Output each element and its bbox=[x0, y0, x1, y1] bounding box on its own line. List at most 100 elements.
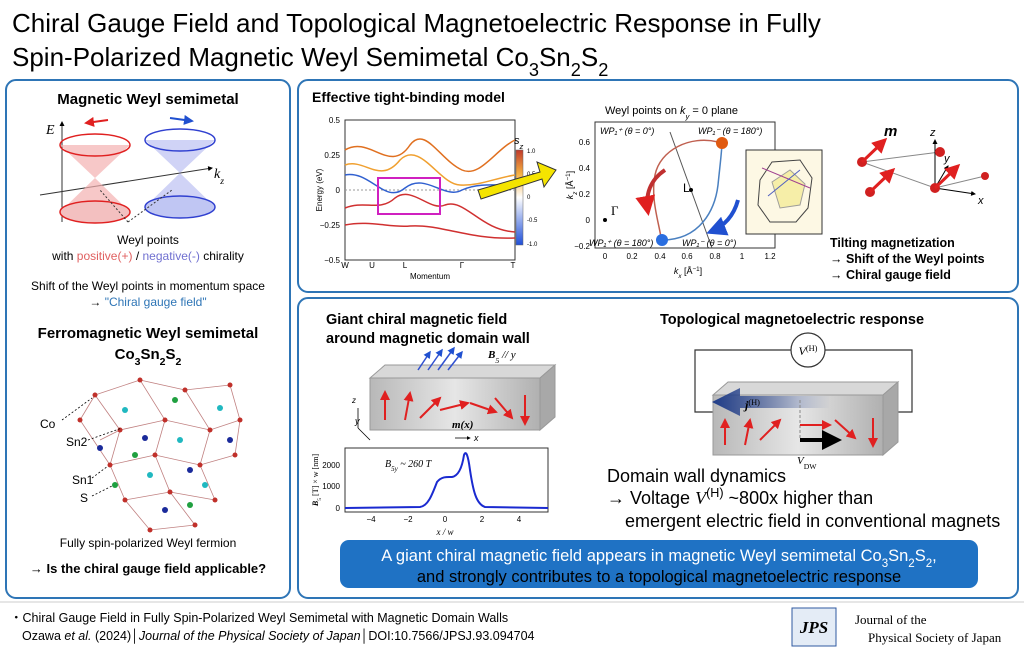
figure-rect bbox=[369, 377, 541, 431]
y-tick-label: 0 bbox=[336, 504, 341, 513]
figure-line bbox=[868, 167, 896, 194]
figure-circle bbox=[237, 417, 243, 423]
figure-g bbox=[77, 377, 243, 533]
text-part: = 0 plane bbox=[689, 105, 738, 117]
figure-g bbox=[380, 390, 530, 426]
y-tick-label: 0.6 bbox=[579, 138, 591, 147]
figure-circle bbox=[656, 234, 668, 246]
figure-line bbox=[767, 169, 801, 197]
figure-circle bbox=[107, 462, 113, 468]
figure-circle bbox=[603, 218, 607, 222]
figure-rect bbox=[515, 149, 524, 246]
axis-label: x bbox=[473, 433, 479, 443]
x-tick-label: 0.4 bbox=[654, 252, 666, 261]
figure-circle bbox=[202, 482, 208, 488]
voltage-label: V(H) bbox=[799, 344, 818, 359]
figure-line bbox=[357, 427, 371, 441]
text-part: k bbox=[674, 266, 679, 276]
wp-label: WP₁⁺ (θ = 0°) bbox=[600, 126, 654, 136]
text-part: ~ 260 T bbox=[398, 459, 433, 470]
y-axis-label: kz [Å−1] bbox=[565, 171, 579, 199]
figure-g bbox=[860, 137, 961, 194]
fermion-text: Fully spin-polarized Weyl fermion bbox=[60, 536, 237, 550]
wp-label: WP₁⁻ (θ = 180°) bbox=[698, 126, 762, 136]
x-tick-label: 2 bbox=[480, 515, 485, 524]
text-part: B bbox=[385, 459, 391, 470]
x-tick-label: Γ bbox=[460, 261, 465, 270]
figure-ellipse bbox=[59, 200, 131, 224]
circuit-figure: V(H) j(H) VDW bbox=[694, 332, 913, 471]
jps-logo: JPS Journal of the Physical Society of J… bbox=[791, 607, 1002, 647]
colorbar-tick: 1.0 bbox=[527, 149, 536, 155]
figure-rect bbox=[791, 607, 837, 647]
text-part: / bbox=[132, 249, 142, 263]
figure-path bbox=[344, 222, 516, 239]
summary-line: Tilting magnetization bbox=[830, 236, 955, 250]
x-axis-label: x / w bbox=[436, 527, 454, 537]
y-tick-label: 0 bbox=[586, 216, 591, 225]
text-part: , bbox=[932, 547, 937, 565]
figure-line bbox=[494, 397, 514, 420]
field-heading: Giant chiral magnetic field bbox=[326, 312, 507, 328]
figure-circle bbox=[217, 405, 223, 411]
text-part: −1 bbox=[692, 266, 700, 273]
text-part: positive(+) bbox=[77, 249, 133, 263]
figure-circle bbox=[790, 332, 826, 368]
figure-line bbox=[933, 163, 961, 190]
logo-text: JPS bbox=[799, 618, 828, 637]
response-heading: Topological magnetoelectric response bbox=[660, 312, 924, 328]
text-part: 2 bbox=[160, 356, 166, 368]
text-part: z bbox=[519, 142, 524, 151]
domain-wall-figure: B5 // y m(x) z y x bbox=[351, 346, 557, 443]
colorbar-tick: -0.5 bbox=[527, 218, 538, 224]
figure-path bbox=[694, 349, 913, 413]
text-part: et al. bbox=[64, 629, 91, 643]
figure-line bbox=[417, 350, 431, 371]
crystal-structure bbox=[61, 377, 243, 533]
x-tick-label: U bbox=[369, 261, 375, 270]
text-part: 2 bbox=[176, 356, 182, 368]
figure-circle bbox=[192, 522, 198, 528]
text-part: 5 bbox=[317, 498, 323, 501]
y-tick-label: 0.25 bbox=[324, 151, 340, 160]
text-part: V bbox=[797, 455, 805, 467]
x-tick-label: W bbox=[341, 261, 349, 270]
figure-circle bbox=[152, 452, 158, 458]
journal-name: Physical Society of Japan bbox=[868, 630, 1002, 645]
figure-circle bbox=[182, 387, 188, 393]
text-part: ] bbox=[700, 266, 703, 276]
figure-line bbox=[419, 396, 442, 419]
field-heading: around magnetic domain wall bbox=[326, 331, 530, 347]
text-part: negative(-) bbox=[143, 249, 200, 263]
field-plot: 2000 1000 0 −4 −2 0 2 4 x / w B5 [T] × w… bbox=[311, 447, 549, 537]
figure-circle bbox=[167, 489, 173, 495]
figure-circle bbox=[212, 497, 218, 503]
journal-name: Journal of the bbox=[855, 612, 927, 627]
question-text: → Is the chiral gauge field applicable? bbox=[30, 561, 266, 576]
atom-label: Sn1 bbox=[72, 473, 94, 487]
figure-polygon bbox=[368, 364, 557, 379]
axis-label: y bbox=[354, 416, 360, 426]
text-part: with bbox=[51, 249, 77, 263]
text-part: DW bbox=[804, 462, 818, 471]
figure-circle bbox=[716, 137, 728, 149]
figure-ellipse bbox=[59, 133, 131, 157]
l-label: L bbox=[683, 181, 690, 195]
figure-path bbox=[344, 193, 516, 233]
figure-circle bbox=[122, 407, 128, 413]
response-line: Domain wall dynamics bbox=[607, 466, 786, 486]
conclusion-line: A giant chiral magnetic field appears in… bbox=[381, 547, 937, 570]
figure-path bbox=[661, 141, 723, 241]
title-line2: Spin-Polarized Magnetic Weyl Semimetal C… bbox=[12, 42, 608, 80]
weyl-plot-title: Weyl points on ky = 0 plane bbox=[605, 105, 738, 121]
figure-line bbox=[469, 402, 498, 415]
figure-circle bbox=[981, 172, 989, 180]
figure-line bbox=[759, 418, 782, 441]
figure-line bbox=[447, 350, 463, 371]
text-part: [Å bbox=[565, 181, 575, 192]
text-part: Sn bbox=[539, 42, 571, 72]
text-part: Sn bbox=[888, 547, 908, 565]
text-part: 3 bbox=[882, 558, 888, 570]
field-annotation: B5y ~ 260 T bbox=[385, 459, 433, 473]
